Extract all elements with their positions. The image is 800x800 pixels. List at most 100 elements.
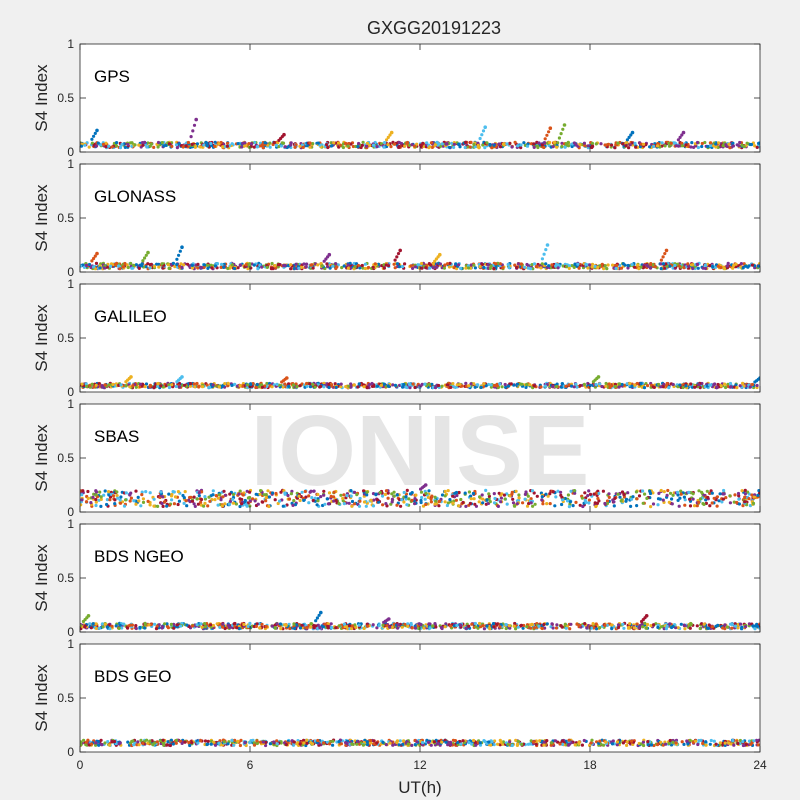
data-point — [211, 383, 215, 387]
spike-point — [545, 133, 549, 137]
data-point — [485, 141, 489, 145]
data-point — [594, 382, 598, 387]
spike-point — [681, 130, 686, 135]
data-point — [347, 501, 351, 505]
data-point — [522, 623, 526, 628]
data-point — [614, 143, 618, 147]
data-point — [510, 145, 514, 149]
data-point — [554, 495, 558, 499]
data-point — [688, 504, 693, 508]
data-point — [695, 624, 699, 628]
y-tick-label: 0.5 — [57, 451, 74, 465]
data-point — [523, 492, 528, 496]
data-point — [468, 145, 472, 149]
data-point — [259, 489, 263, 493]
data-point — [152, 264, 157, 268]
data-point — [712, 496, 716, 500]
data-point — [289, 263, 293, 267]
data-point — [320, 264, 324, 268]
data-point — [307, 501, 311, 505]
data-point — [281, 141, 286, 145]
data-point — [94, 493, 98, 497]
data-point — [431, 262, 435, 266]
data-point — [190, 142, 194, 146]
data-point — [707, 623, 711, 627]
data-point — [708, 491, 712, 495]
data-point — [202, 143, 206, 147]
data-point — [550, 263, 554, 267]
spike-point — [177, 253, 181, 257]
data-point — [428, 145, 432, 149]
data-point — [482, 627, 486, 631]
data-point — [91, 622, 95, 626]
data-point — [213, 498, 217, 502]
data-point — [743, 488, 747, 492]
spike-point — [664, 248, 669, 253]
data-point — [464, 504, 468, 508]
data-point — [247, 264, 252, 268]
data-point — [493, 739, 497, 743]
data-point — [395, 262, 400, 266]
data-point — [681, 385, 685, 390]
data-point — [556, 266, 560, 270]
data-point — [420, 495, 424, 500]
data-point — [288, 626, 292, 631]
data-point — [110, 145, 114, 149]
data-point — [413, 626, 418, 630]
data-point — [484, 384, 488, 388]
spike-point — [314, 619, 318, 623]
data-point — [578, 384, 582, 388]
data-point — [657, 382, 661, 387]
data-point — [721, 497, 726, 501]
data-point — [523, 497, 527, 501]
data-point — [231, 501, 236, 505]
data-point — [295, 385, 299, 389]
data-point — [160, 501, 164, 506]
data-point — [656, 497, 661, 501]
data-point — [578, 503, 582, 507]
data-point — [625, 382, 629, 386]
data-point — [107, 493, 111, 497]
data-point — [342, 622, 347, 626]
data-point — [138, 382, 143, 386]
data-point — [449, 385, 453, 389]
data-point — [94, 622, 98, 626]
data-point — [323, 502, 327, 506]
data-point — [469, 497, 473, 501]
data-point — [605, 501, 610, 506]
data-point — [146, 262, 150, 266]
data-point — [693, 504, 697, 508]
data-point — [532, 626, 537, 630]
data-point — [628, 381, 632, 386]
data-point — [621, 262, 626, 266]
data-point — [132, 499, 136, 503]
data-point — [478, 743, 483, 747]
data-point — [540, 495, 544, 499]
data-point — [160, 262, 164, 266]
data-point — [598, 382, 602, 386]
data-point — [96, 141, 100, 145]
data-point — [338, 143, 342, 147]
data-point — [604, 143, 608, 147]
data-point — [105, 265, 109, 269]
data-point — [437, 500, 441, 504]
data-point — [494, 262, 498, 266]
data-point — [268, 141, 272, 145]
data-point — [560, 498, 565, 502]
data-point — [485, 624, 489, 628]
data-point — [659, 385, 663, 389]
data-point — [431, 624, 435, 628]
data-point — [451, 501, 455, 505]
data-point — [353, 502, 357, 506]
y-axis-label: S4 Index — [32, 64, 51, 132]
data-point — [464, 266, 468, 270]
data-point — [384, 489, 389, 493]
data-point — [332, 499, 336, 503]
data-point — [80, 382, 84, 386]
data-point — [413, 502, 417, 506]
data-point — [244, 143, 248, 148]
data-point — [382, 266, 386, 270]
spike-point — [434, 257, 438, 261]
data-point — [316, 263, 320, 267]
data-point — [642, 743, 646, 748]
